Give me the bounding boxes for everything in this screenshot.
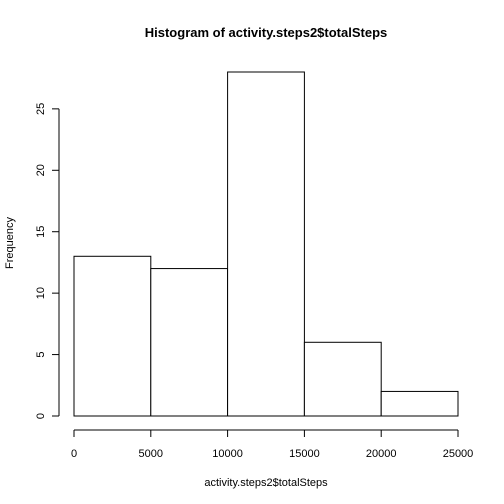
x-axis: 0 5000 10000 15000 20000 25000 bbox=[71, 429, 474, 460]
x-tick-label: 0 bbox=[71, 448, 77, 460]
histogram-bar-2 bbox=[150, 268, 229, 417]
y-tick-label: 25 bbox=[35, 103, 47, 115]
x-tick-label: 20000 bbox=[366, 448, 397, 460]
histogram-bar-5 bbox=[380, 390, 459, 417]
chart-title: Histogram of activity.steps2$totalSteps bbox=[145, 25, 388, 40]
bars-group bbox=[73, 71, 459, 417]
histogram-bar-3 bbox=[227, 71, 305, 417]
y-tick-label: 0 bbox=[35, 413, 47, 419]
y-tick-label: 5 bbox=[35, 352, 47, 358]
y-axis-label: Frequency bbox=[4, 217, 16, 269]
y-tick-label: 10 bbox=[35, 287, 47, 299]
histogram-bar-4 bbox=[303, 341, 382, 417]
histogram-bar-1 bbox=[73, 255, 152, 417]
x-tick-label: 25000 bbox=[443, 448, 474, 460]
x-tick-label: 15000 bbox=[289, 448, 320, 460]
y-tick-label: 20 bbox=[35, 164, 47, 176]
x-tick-label: 5000 bbox=[139, 448, 163, 460]
y-tick-label: 15 bbox=[35, 226, 47, 238]
x-axis-label: activity.steps2$totalSteps bbox=[204, 477, 328, 489]
y-axis: 0 5 10 15 20 25 bbox=[35, 103, 60, 419]
x-tick-label: 10000 bbox=[212, 448, 243, 460]
